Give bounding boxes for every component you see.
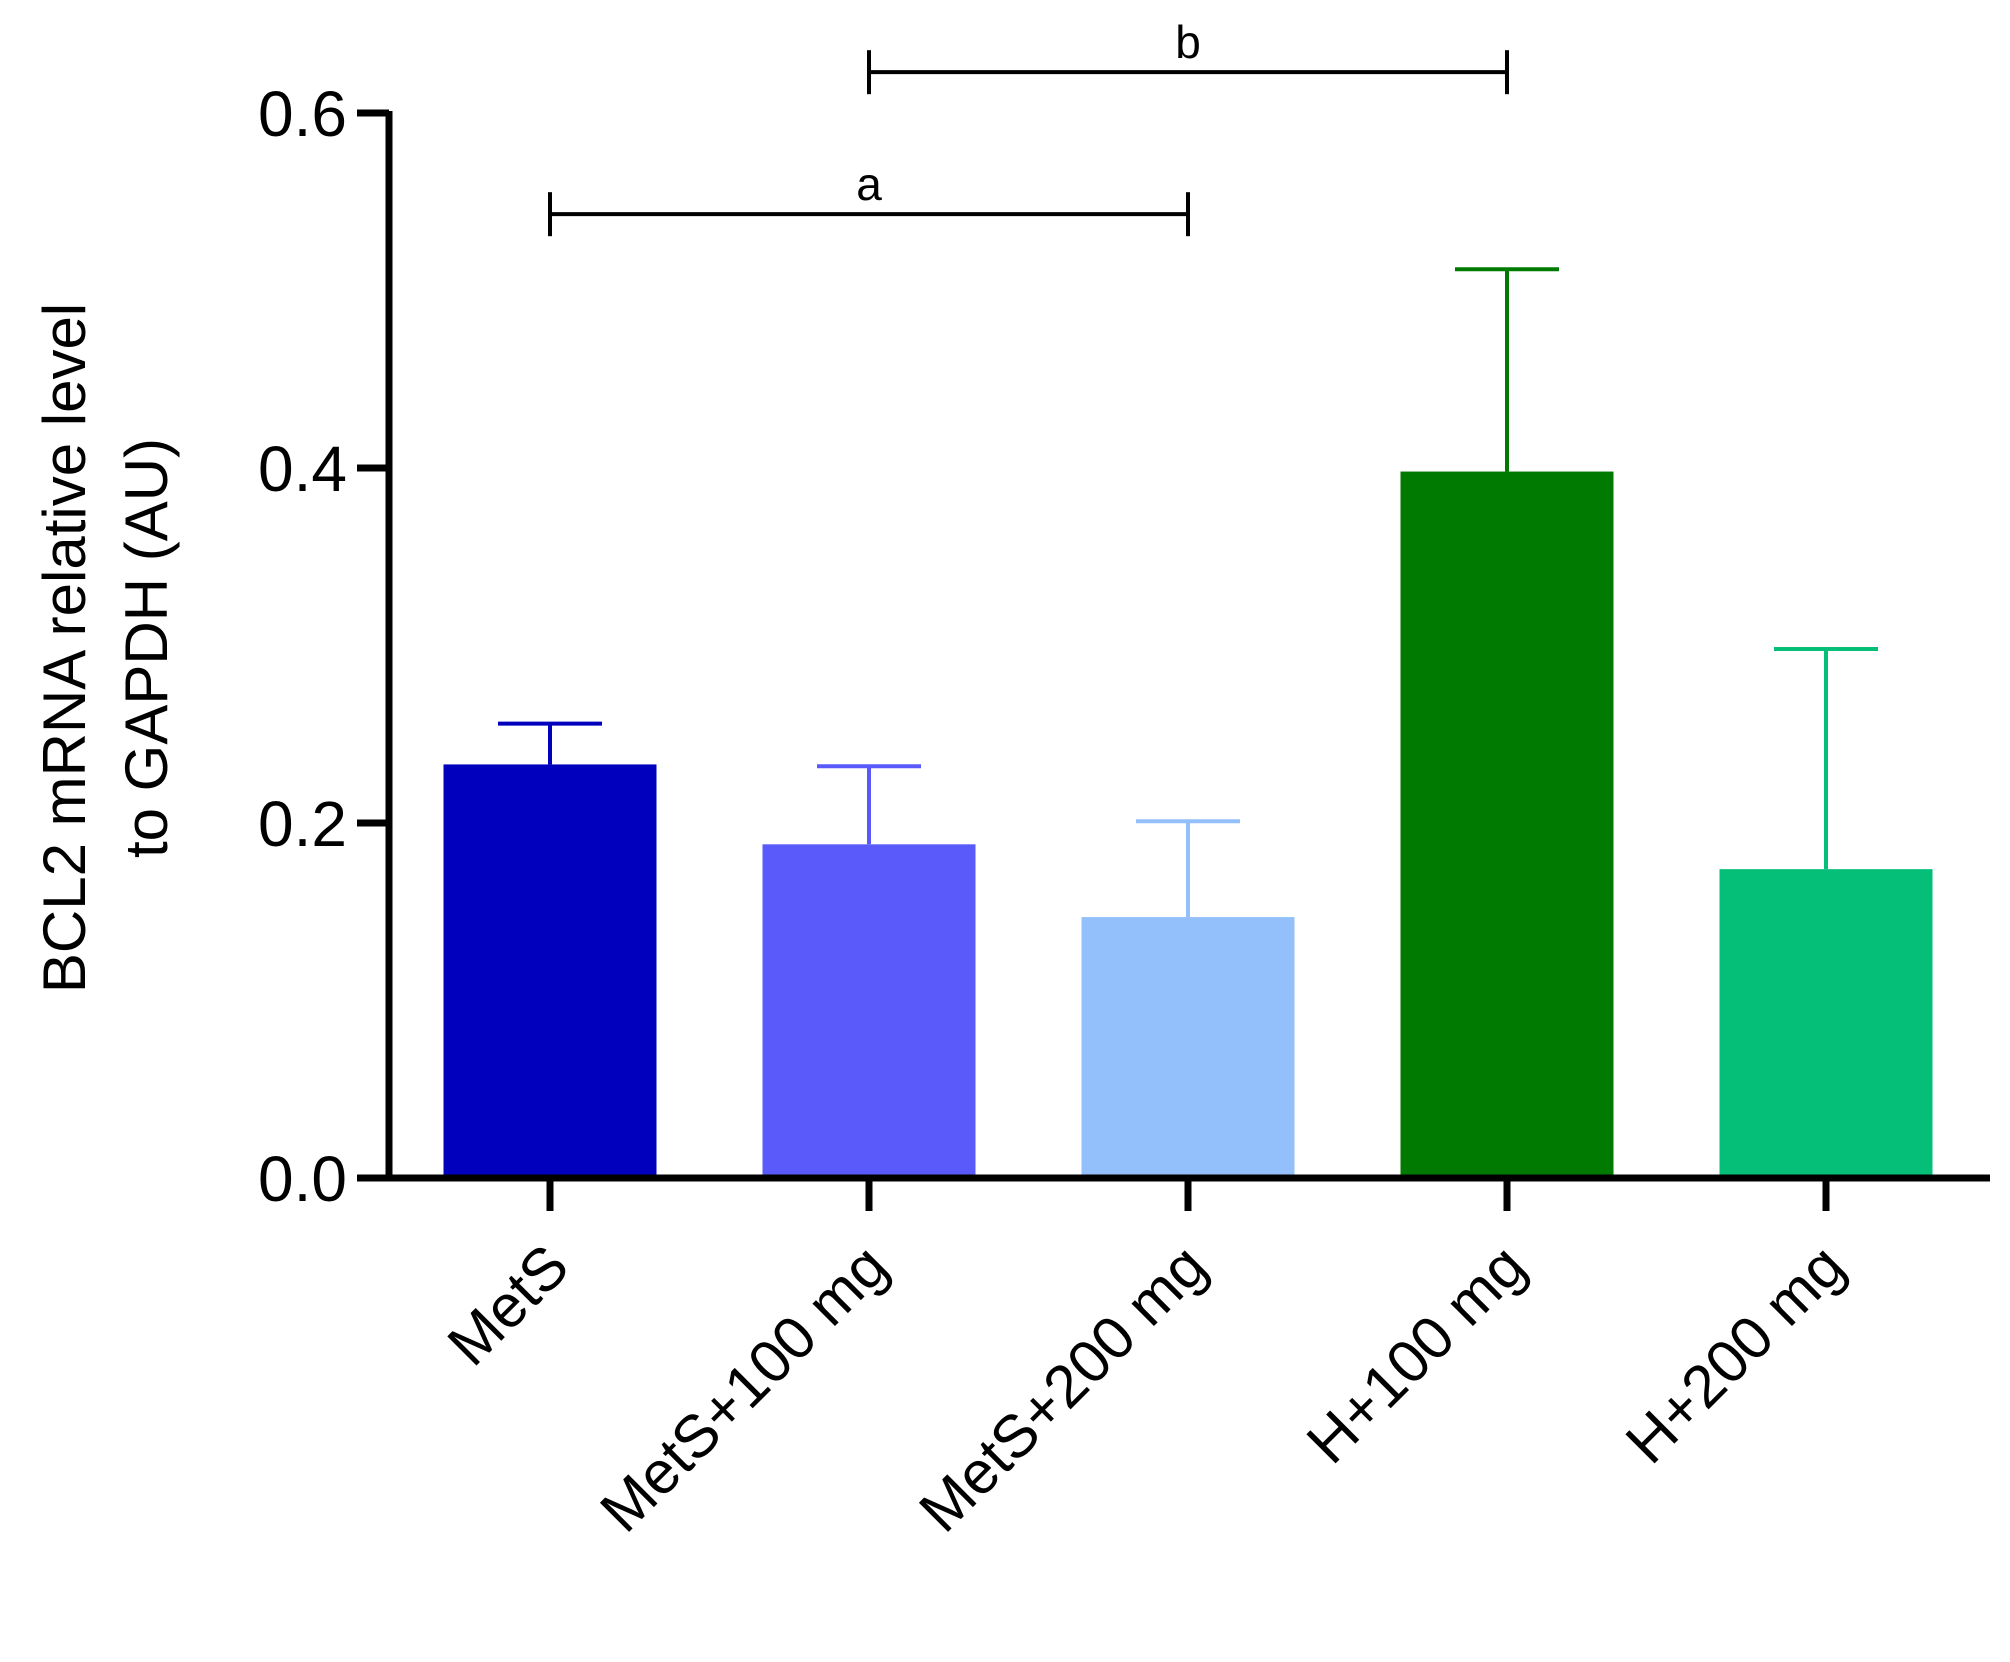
x-category-label-2: MetS+100 mg (587, 1232, 900, 1545)
bars-layer (443, 471, 1933, 1178)
y-axis-label-line-1: BCL2 mRNA relative level (31, 303, 98, 993)
significance-label-b: b (1175, 16, 1201, 68)
y-tick-label-3: 0.4 (258, 433, 347, 505)
x-category-label-3: MetS+200 mg (906, 1232, 1219, 1545)
bar-5 (1719, 869, 1933, 1178)
bar-3 (1081, 917, 1295, 1178)
x-ticks-layer: MetS MetS+100 mg MetS+200 mg H+100 mg H+200 … (435, 1178, 1857, 1545)
x-category-label-1: MetS (435, 1232, 581, 1378)
y-axis-label: BCL2 mRNA relative level to GAPDH (AU) (31, 303, 180, 993)
bar-4 (1400, 471, 1614, 1178)
bar-1 (443, 764, 657, 1178)
significance-layer: ab (548, 16, 1509, 237)
error-bars-layer (498, 267, 1878, 918)
y-ticks-layer: 0.0 0.2 0.4 0.6 (258, 78, 389, 1215)
bar-2 (762, 844, 976, 1178)
y-tick-label-4: 0.6 (258, 78, 347, 150)
y-tick-label-2: 0.2 (258, 788, 347, 860)
significance-label-a: a (856, 158, 882, 210)
x-category-label-5: H+200 mg (1613, 1232, 1857, 1476)
y-axis-label-line-2: to GAPDH (AU) (113, 438, 180, 858)
y-tick-label-1: 0.0 (258, 1143, 347, 1215)
x-category-label-4: H+100 mg (1294, 1232, 1538, 1476)
